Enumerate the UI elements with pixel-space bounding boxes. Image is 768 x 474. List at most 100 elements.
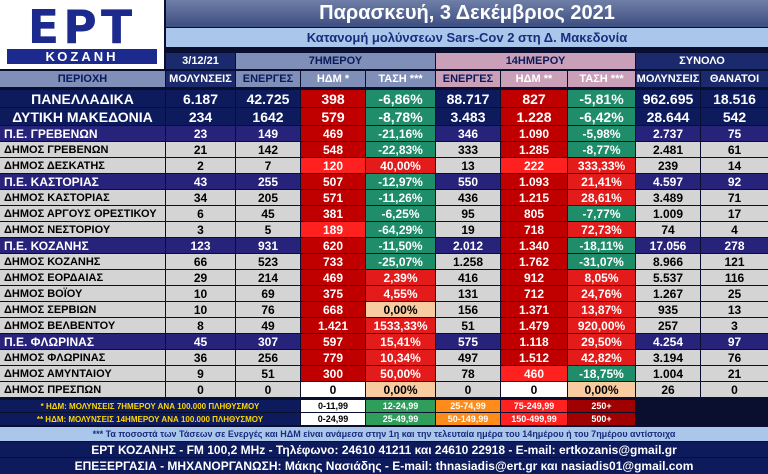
group-header: 7ΗΜΕΡΟΥ [236,53,435,69]
table-cell: 50,00% [366,366,435,381]
table-cell: 920,00% [568,318,635,333]
table-cell: 214 [236,270,300,285]
legend-range: 250+ [568,400,635,412]
table-cell: 76 [701,350,768,365]
column-header: ΗΔΜ ** [501,71,567,87]
table-cell: 436 [436,190,500,205]
table-cell: 827 [501,90,567,107]
table-cell: 3 [701,318,768,333]
table-cell: 71 [701,190,768,205]
table-cell: -8,78% [366,108,435,125]
table-cell: 307 [236,334,300,349]
table-cell: 17 [701,206,768,221]
table-cell: 469 [301,126,365,141]
legend-range: 500+ [568,413,635,425]
table-cell: 1.512 [501,350,567,365]
table-cell: 18.516 [701,90,768,107]
table-cell: -6,86% [366,90,435,107]
logo: ΕΡΤ ΚΟΖΑΝΗ [0,0,164,69]
table-cell: -5,98% [568,126,635,141]
table-cell: 2.012 [436,238,500,253]
column-header: ΘΑΝΑΤΟΙ [701,71,768,87]
table-cell: 142 [236,142,300,157]
table-cell: 1.118 [501,334,567,349]
table-cell: 116 [701,270,768,285]
column-header: ΜΟΛΥΝΣΕΙΣ [636,71,700,87]
table-cell: 29,50% [568,334,635,349]
table-cell: 1.479 [501,318,567,333]
table-cell: 72,73% [568,222,635,237]
table-cell: 26 [636,382,700,397]
table-cell: 931 [236,238,300,253]
table-cell: 398 [301,90,365,107]
region-name: ΔΗΜΟΣ ΒΟΪΟΥ [0,286,165,301]
table-cell: 962.695 [636,90,700,107]
subtitle: Κατανομή μολύνσεων Sars-Cov 2 στη Δ. Μακ… [166,28,768,47]
table-cell: -21,16% [366,126,435,141]
region-name: ΔΗΜΟΣ ΕΟΡΔΑΙΑΣ [0,270,165,285]
table-cell: 912 [501,270,567,285]
table-cell: 7 [236,158,300,173]
table-cell: 1.004 [636,366,700,381]
table-cell: 1.258 [436,254,500,269]
group-header: 14ΗΜΕΡΟΥ [436,53,635,69]
table-cell: 42.725 [236,90,300,107]
table-cell: 36 [166,350,235,365]
region-name: ΔΗΜΟΣ ΚΑΣΤΟΡΙΑΣ [0,190,165,205]
table-cell: -18,11% [568,238,635,253]
table-cell: 1.285 [501,142,567,157]
table-cell: 49 [236,318,300,333]
table-cell: 239 [636,158,700,173]
region-name: ΔΗΜΟΣ ΑΜΥΝΤΑΙΟΥ [0,366,165,381]
table-cell: 346 [436,126,500,141]
table-cell: 25 [701,286,768,301]
table-cell: 88.717 [436,90,500,107]
table-cell: 0 [501,382,567,397]
table-cell: 9 [166,366,235,381]
table-cell: 21,41% [568,174,635,189]
group-header: ΣΥΝΟΛΟ [636,53,768,69]
table-cell: 460 [501,366,567,381]
legend-range: 75-249,99 [501,400,567,412]
column-header: ΕΝΕΡΓΕΣ [436,71,500,87]
footer-contact: ΕΡΤ ΚΟΖΑΝΗΣ - FM 100,2 MHz - Τηλέφωνο: 2… [0,442,768,457]
table-cell: 1.421 [301,318,365,333]
table-cell: 8.966 [636,254,700,269]
table-cell: 0,00% [366,302,435,317]
legend-range: 0-11,99 [301,400,365,412]
table-cell: 10 [166,286,235,301]
table-cell: 121 [701,254,768,269]
table-cell: 2 [166,158,235,173]
table-cell: 92 [701,174,768,189]
legend-range: 25-74,99 [436,400,500,412]
table-cell: 1.340 [501,238,567,253]
table-cell: 381 [301,206,365,221]
table-cell: 75 [701,126,768,141]
table-cell: 1.093 [501,174,567,189]
region-name: ΔΗΜΟΣ ΦΛΩΡΙΝΑΣ [0,350,165,365]
table-cell: 8,05% [568,270,635,285]
table-cell: -6,42% [568,108,635,125]
table-cell: 5.537 [636,270,700,285]
region-name: Π.Ε. ΚΟΖΑΝΗΣ [0,238,165,253]
table-cell: 548 [301,142,365,157]
region-name: ΔΗΜΟΣ ΔΕΣΚΑΤΗΣ [0,158,165,173]
table-cell: 23 [166,126,235,141]
table-cell: -25,07% [366,254,435,269]
table-cell: 3.489 [636,190,700,205]
table-cell: 2.481 [636,142,700,157]
legend-range: 50-149,99 [436,413,500,425]
region-name: Π.Ε. ΚΑΣΤΟΡΙΑΣ [0,174,165,189]
table-cell: 21 [701,366,768,381]
table-cell: 4,55% [366,286,435,301]
table-cell: 507 [301,174,365,189]
table-cell: -22,83% [366,142,435,157]
table-cell: 43 [166,174,235,189]
table-cell: 34 [166,190,235,205]
table-cell: 375 [301,286,365,301]
table-cell: 575 [436,334,500,349]
table-cell: 45 [236,206,300,221]
table-cell: -12,97% [366,174,435,189]
table-cell: 29 [166,270,235,285]
